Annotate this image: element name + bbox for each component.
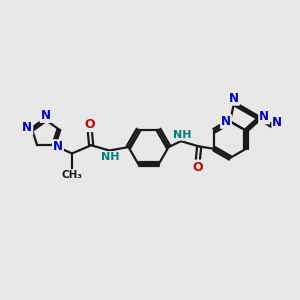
- Text: NH: NH: [173, 130, 192, 140]
- Text: N: N: [259, 110, 269, 123]
- Text: N: N: [22, 122, 32, 134]
- Text: N: N: [40, 109, 50, 122]
- Text: CH₃: CH₃: [61, 170, 82, 180]
- Text: N: N: [221, 115, 231, 128]
- Text: O: O: [84, 118, 95, 131]
- Text: N: N: [272, 116, 282, 129]
- Text: N: N: [229, 92, 239, 105]
- Text: O: O: [192, 160, 203, 174]
- Text: N: N: [53, 140, 63, 153]
- Text: NH: NH: [101, 152, 120, 162]
